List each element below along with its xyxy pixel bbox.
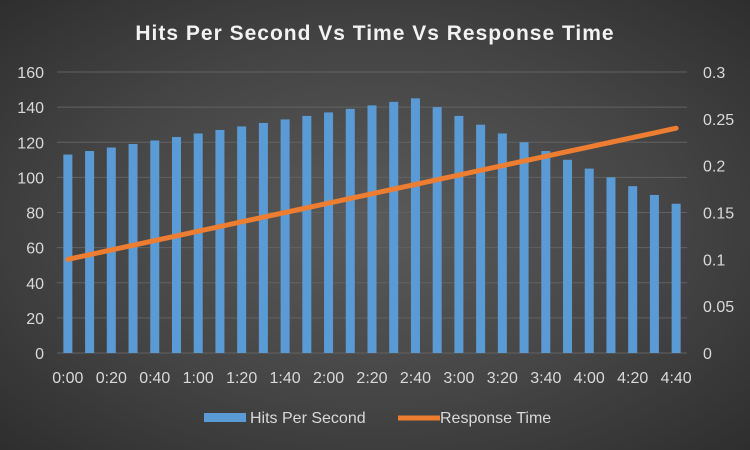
bar — [63, 154, 73, 353]
bar — [367, 105, 377, 354]
x-tick-label: 3:40 — [530, 370, 561, 387]
bar — [302, 115, 312, 353]
legend-label-response-time: Response Time — [440, 410, 551, 427]
left-axis-ticks: 0 20 40 60 80 100 120 140 160 — [17, 65, 44, 363]
bar — [584, 168, 594, 353]
x-tick-label: 2:20 — [356, 370, 387, 387]
right-tick-label: 0.25 — [703, 112, 734, 129]
left-tick-label: 60 — [26, 241, 44, 258]
x-tick-label: 0:00 — [52, 370, 83, 387]
bar — [85, 151, 95, 353]
bar — [476, 124, 486, 353]
bar — [497, 133, 507, 353]
x-tick-label: 1:40 — [270, 370, 301, 387]
x-tick-label: 2:40 — [400, 370, 431, 387]
x-tick-label: 4:20 — [617, 370, 648, 387]
bar — [171, 136, 181, 353]
bar — [193, 133, 203, 353]
right-axis-ticks: 0 0.05 0.1 0.15 0.2 0.25 0.3 — [703, 65, 734, 363]
right-tick-label: 0.3 — [703, 65, 725, 82]
bar — [432, 107, 442, 353]
legend: Hits Per Second Response Time — [204, 410, 551, 427]
x-tick-label: 4:40 — [661, 370, 692, 387]
x-tick-label: 0:20 — [96, 370, 127, 387]
bar — [649, 194, 659, 353]
bar-series-hits-per-second — [63, 98, 681, 354]
bar — [128, 144, 138, 353]
response-time-line — [65, 125, 679, 262]
right-tick-label: 0 — [703, 346, 712, 363]
legend-swatch-hits-per-second — [204, 413, 246, 422]
bar — [280, 119, 290, 353]
right-tick-label: 0.05 — [703, 299, 734, 316]
right-tick-label: 0.2 — [703, 159, 725, 176]
bar — [606, 177, 616, 353]
bar — [410, 98, 420, 353]
x-tick-label: 3:20 — [487, 370, 518, 387]
right-tick-label: 0.1 — [703, 252, 725, 269]
left-tick-label: 20 — [26, 311, 44, 328]
x-tick-label: 1:20 — [226, 370, 257, 387]
left-tick-label: 160 — [17, 65, 44, 82]
bar — [563, 159, 573, 353]
left-tick-label: 140 — [17, 100, 44, 117]
x-axis-ticks: 0:00 0:20 0:40 1:00 1:20 1:40 2:00 2:20 2:40 3:00… — [52, 370, 692, 387]
left-tick-label: 80 — [26, 206, 44, 223]
bar — [519, 142, 529, 353]
bar — [258, 122, 268, 354]
x-tick-label: 4:00 — [574, 370, 605, 387]
left-tick-label: 0 — [35, 346, 44, 363]
legend-label-hits-per-second: Hits Per Second — [250, 410, 366, 427]
bar — [324, 112, 334, 353]
right-tick-label: 0.15 — [703, 206, 734, 223]
line-series-response-time — [65, 125, 679, 262]
bar — [150, 140, 160, 353]
x-tick-label: 2:00 — [313, 370, 344, 387]
bar — [541, 151, 551, 353]
bar — [345, 108, 355, 353]
x-tick-label: 0:40 — [139, 370, 170, 387]
left-tick-label: 120 — [17, 135, 44, 152]
bar — [237, 126, 247, 353]
left-tick-label: 100 — [17, 170, 44, 187]
bar — [454, 115, 464, 353]
bar — [628, 186, 638, 353]
x-tick-label: 3:00 — [443, 370, 474, 387]
x-tick-label: 1:00 — [183, 370, 214, 387]
bar — [671, 203, 681, 353]
chart-title: Hits Per Second Vs Time Vs Response Time — [135, 22, 614, 45]
left-tick-label: 40 — [26, 276, 44, 293]
bar — [215, 129, 225, 353]
bar — [389, 101, 399, 353]
